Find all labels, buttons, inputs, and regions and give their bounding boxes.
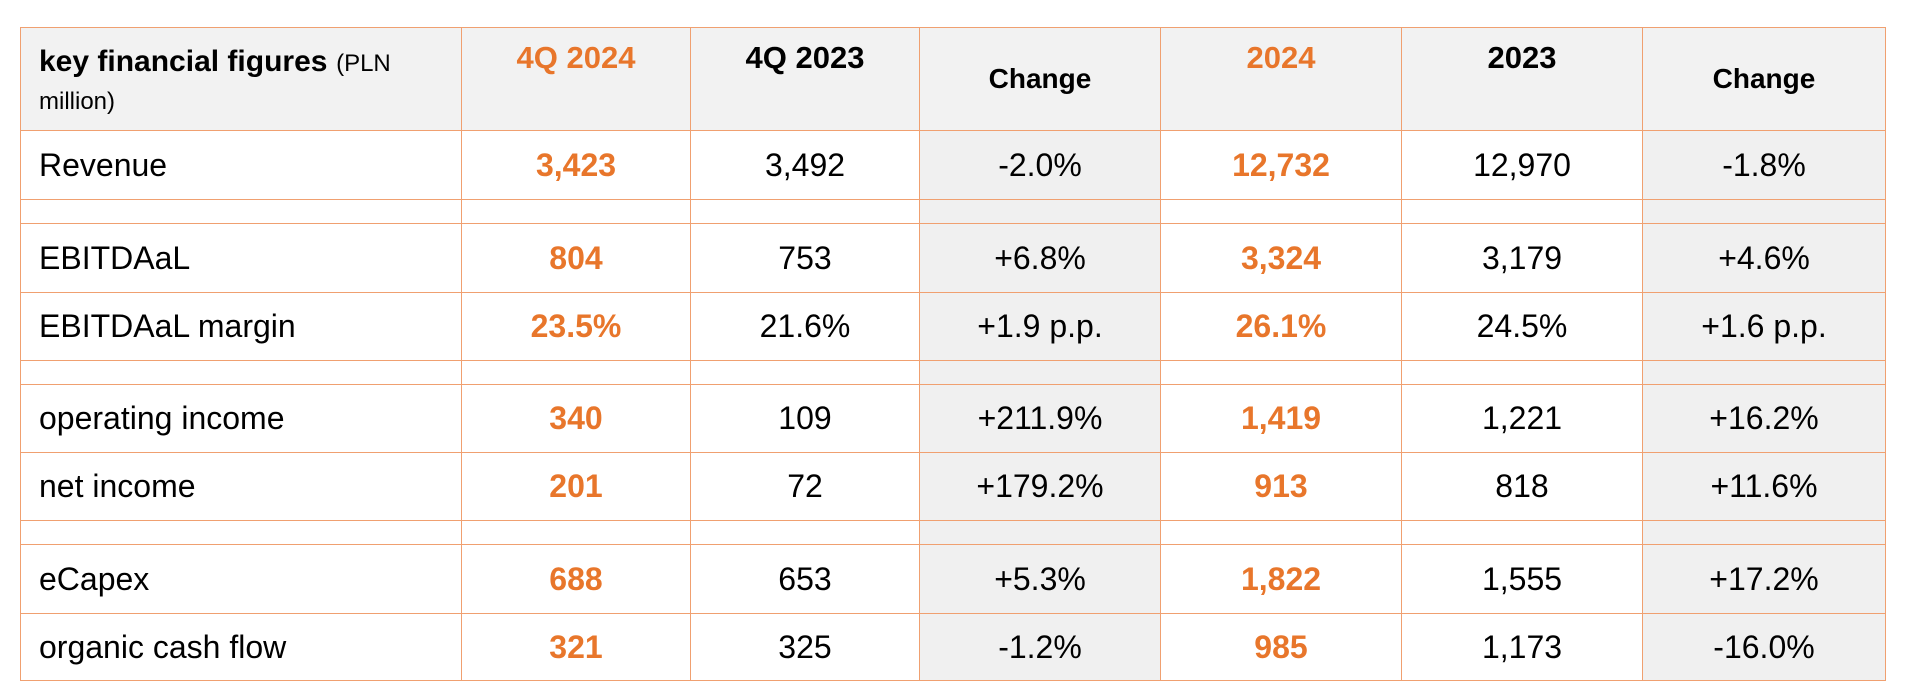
- spacer-cell: [1642, 360, 1886, 385]
- value-change-year: -1.8%: [1642, 130, 1886, 200]
- spacer-cell: [1401, 360, 1643, 385]
- value-change-quarter: +211.9%: [919, 384, 1161, 453]
- value-4q2023: 325: [690, 613, 920, 681]
- table-row: EBITDAaL margin 23.5% 21.6% +1.9 p.p. 26…: [20, 292, 1886, 361]
- unit-label-open: (PLN: [336, 50, 391, 77]
- spacer-cell: [919, 199, 1161, 224]
- value-2024: 985: [1160, 613, 1402, 681]
- value-change-year: -16.0%: [1642, 613, 1886, 681]
- value-change-quarter: +6.8%: [919, 223, 1161, 293]
- value-2023: 3,179: [1401, 223, 1643, 293]
- value-4q2024: 804: [461, 223, 691, 293]
- value-2024: 1,822: [1160, 544, 1402, 614]
- spacer-cell: [461, 360, 691, 385]
- value-4q2024: 3,423: [461, 130, 691, 200]
- col-header-4q2023: 4Q 2023: [690, 27, 920, 131]
- spacer-cell: [1160, 520, 1402, 545]
- value-change-year: +11.6%: [1642, 452, 1886, 521]
- value-2023: 1,173: [1401, 613, 1643, 681]
- value-4q2023: 109: [690, 384, 920, 453]
- table-title-cell: key financial figures (PLN million): [20, 27, 462, 131]
- value-2024: 1,419: [1160, 384, 1402, 453]
- spacer-cell: [690, 520, 920, 545]
- value-4q2023: 72: [690, 452, 920, 521]
- row-label: EBITDAaL: [20, 223, 462, 293]
- unit-label-close: million): [39, 88, 116, 115]
- value-2023: 1,555: [1401, 544, 1643, 614]
- value-change-quarter: +5.3%: [919, 544, 1161, 614]
- spacer-row: [20, 199, 1886, 224]
- value-4q2023: 653: [690, 544, 920, 614]
- value-4q2024: 201: [461, 452, 691, 521]
- spacer-cell: [690, 199, 920, 224]
- value-4q2024: 321: [461, 613, 691, 681]
- row-label: operating income: [20, 384, 462, 453]
- header-row: key financial figures (PLN million) 4Q 2…: [20, 27, 1886, 131]
- spacer-cell: [461, 199, 691, 224]
- table-title: key financial figures: [39, 45, 328, 78]
- value-4q2024: 340: [461, 384, 691, 453]
- value-change-quarter: +1.9 p.p.: [919, 292, 1161, 361]
- value-2024: 3,324: [1160, 223, 1402, 293]
- col-header-4q2024: 4Q 2024: [461, 27, 691, 131]
- value-2024: 913: [1160, 452, 1402, 521]
- value-2024: 26.1%: [1160, 292, 1402, 361]
- value-2023: 12,970: [1401, 130, 1643, 200]
- spacer-cell: [1160, 360, 1402, 385]
- table-row: operating income 340 109 +211.9% 1,419 1…: [20, 384, 1886, 453]
- table-row: eCapex 688 653 +5.3% 1,822 1,555 +17.2%: [20, 544, 1886, 614]
- spacer-cell: [20, 360, 462, 385]
- spacer-cell: [1642, 199, 1886, 224]
- value-4q2024: 23.5%: [461, 292, 691, 361]
- spacer-cell: [919, 520, 1161, 545]
- value-4q2024: 688: [461, 544, 691, 614]
- col-header-2024: 2024: [1160, 27, 1402, 131]
- row-label: Revenue: [20, 130, 462, 200]
- row-label: organic cash flow: [20, 613, 462, 681]
- value-change-quarter: -1.2%: [919, 613, 1161, 681]
- spacer-cell: [1401, 199, 1643, 224]
- spacer-cell: [1642, 520, 1886, 545]
- value-4q2023: 21.6%: [690, 292, 920, 361]
- spacer-cell: [690, 360, 920, 385]
- table-row: Revenue 3,423 3,492 -2.0% 12,732 12,970 …: [20, 130, 1886, 200]
- value-change-quarter: +179.2%: [919, 452, 1161, 521]
- value-2023: 1,221: [1401, 384, 1643, 453]
- value-change-quarter: -2.0%: [919, 130, 1161, 200]
- value-4q2023: 753: [690, 223, 920, 293]
- spacer-row: [20, 360, 1886, 385]
- col-header-change-year: Change: [1642, 27, 1886, 131]
- value-2023: 818: [1401, 452, 1643, 521]
- value-change-year: +16.2%: [1642, 384, 1886, 453]
- value-2024: 12,732: [1160, 130, 1402, 200]
- table-row: net income 201 72 +179.2% 913 818 +11.6%: [20, 452, 1886, 521]
- spacer-cell: [20, 199, 462, 224]
- spacer-cell: [1160, 199, 1402, 224]
- table-row: EBITDAaL 804 753 +6.8% 3,324 3,179 +4.6%: [20, 223, 1886, 293]
- spacer-cell: [1401, 520, 1643, 545]
- col-header-change-quarter: Change: [919, 27, 1161, 131]
- value-2023: 24.5%: [1401, 292, 1643, 361]
- spacer-cell: [919, 360, 1161, 385]
- col-header-2023: 2023: [1401, 27, 1643, 131]
- spacer-cell: [461, 520, 691, 545]
- spacer-cell: [20, 520, 462, 545]
- table-row: organic cash flow 321 325 -1.2% 985 1,17…: [20, 613, 1886, 681]
- row-label: EBITDAaL margin: [20, 292, 462, 361]
- value-change-year: +1.6 p.p.: [1642, 292, 1886, 361]
- key-financial-figures-table: key financial figures (PLN million) 4Q 2…: [20, 27, 1886, 681]
- value-4q2023: 3,492: [690, 130, 920, 200]
- row-label: eCapex: [20, 544, 462, 614]
- row-label: net income: [20, 452, 462, 521]
- value-change-year: +4.6%: [1642, 223, 1886, 293]
- value-change-year: +17.2%: [1642, 544, 1886, 614]
- spacer-row: [20, 520, 1886, 545]
